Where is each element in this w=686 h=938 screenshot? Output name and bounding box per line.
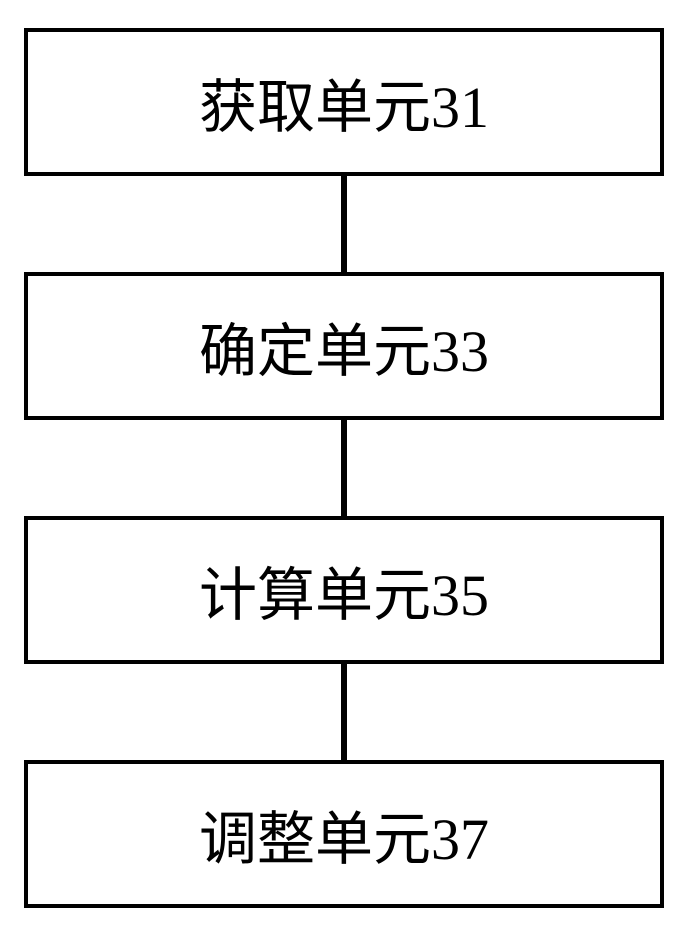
edge-n1-n2 — [341, 176, 347, 272]
node-determine-unit: 确定单元33 — [24, 272, 664, 420]
node-adjust-unit: 调整单元37 — [24, 760, 664, 908]
edge-n2-n3 — [341, 420, 347, 516]
node-calculate-unit: 计算单元35 — [24, 516, 664, 664]
node-label: 计算单元35 — [199, 548, 489, 632]
node-label: 确定单元33 — [199, 304, 489, 388]
edge-n3-n4 — [341, 664, 347, 760]
node-label: 调整单元37 — [199, 792, 489, 876]
node-acquire-unit: 获取单元31 — [24, 28, 664, 176]
flowchart-diagram: 获取单元31 确定单元33 计算单元35 调整单元37 — [0, 0, 686, 938]
node-label: 获取单元31 — [199, 60, 489, 144]
